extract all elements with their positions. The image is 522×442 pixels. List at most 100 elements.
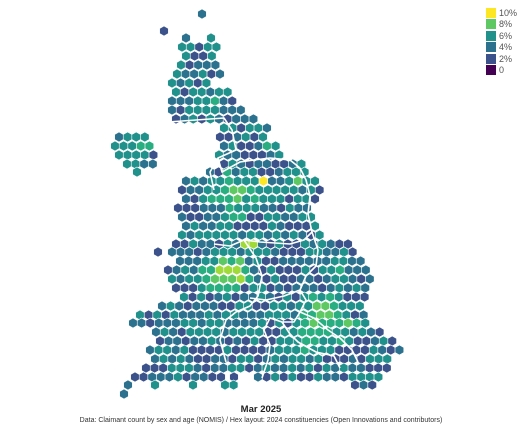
constituency-hex[interactable] [244,353,255,365]
constituency-hex[interactable] [237,326,247,338]
constituency-hex[interactable] [228,211,239,223]
constituency-hex[interactable] [189,50,200,62]
constituency-hex[interactable] [287,353,298,365]
constituency-hex[interactable] [293,220,303,232]
constituency-hex[interactable] [205,86,216,98]
constituency-hex[interactable] [220,379,230,391]
constituency-hex[interactable] [248,282,259,294]
constituency-hex[interactable] [249,335,260,347]
constituency-hex[interactable] [231,317,241,329]
constituency-hex[interactable] [280,184,290,196]
constituency-hex[interactable] [194,326,204,338]
constituency-hex[interactable] [206,68,217,80]
constituency-hex[interactable] [236,246,246,258]
constituency-hex[interactable] [224,335,234,347]
constituency-hex[interactable] [326,317,336,329]
constituency-hex[interactable] [325,291,335,303]
constituency-hex[interactable] [232,220,243,232]
constituency-hex[interactable] [355,300,365,312]
constituency-hex[interactable] [179,344,190,356]
constituency-hex[interactable] [313,273,323,285]
constituency-hex[interactable] [171,86,181,98]
constituency-hex[interactable] [231,113,241,125]
constituency-hex[interactable] [231,282,241,294]
constituency-hex[interactable] [244,362,254,374]
constituency-hex[interactable] [235,362,246,374]
constituency-hex[interactable] [325,344,336,356]
constituency-hex[interactable] [174,300,184,312]
constituency-hex[interactable] [227,362,237,374]
constituency-hex[interactable] [131,131,141,143]
constituency-hex[interactable] [172,335,182,347]
constituency-hex[interactable] [274,282,284,294]
constituency-hex[interactable] [214,282,224,294]
constituency-hex[interactable] [136,317,147,329]
constituency-hex[interactable] [310,193,320,205]
constituency-hex[interactable] [167,246,177,258]
constituency-hex[interactable] [330,273,341,285]
constituency-hex[interactable] [127,140,137,152]
constituency-hex[interactable] [287,246,298,258]
constituency-hex[interactable] [185,184,196,196]
constituency-hex[interactable] [138,371,149,383]
constituency-hex[interactable] [269,300,279,312]
constituency-hex[interactable] [329,300,339,312]
constituency-hex[interactable] [365,353,375,365]
constituency-hex[interactable] [318,264,328,276]
constituency-hex[interactable] [295,255,306,267]
constituency-hex[interactable] [177,229,187,241]
constituency-hex[interactable] [171,282,181,294]
constituency-hex[interactable] [205,282,216,294]
constituency-hex[interactable] [293,202,304,214]
constituency-hex[interactable] [184,362,194,374]
constituency-hex[interactable] [201,255,211,267]
constituency-hex[interactable] [373,371,384,383]
constituency-hex[interactable] [192,362,203,374]
constituency-hex[interactable] [153,344,164,356]
constituency-hex[interactable] [284,193,294,205]
constituency-hex[interactable] [283,264,294,276]
constituency-hex[interactable] [181,202,192,214]
constituency-hex[interactable] [330,371,341,383]
constituency-hex[interactable] [254,229,265,241]
constituency-hex[interactable] [241,131,251,143]
constituency-hex[interactable] [176,353,186,365]
constituency-hex[interactable] [310,335,320,347]
constituency-hex[interactable] [175,362,186,374]
constituency-hex[interactable] [218,246,229,258]
constituency-hex[interactable] [240,149,250,161]
constituency-hex[interactable] [296,353,306,365]
constituency-hex[interactable] [271,326,282,338]
constituency-hex[interactable] [239,291,249,303]
constituency-hex[interactable] [232,264,242,276]
constituency-hex[interactable] [165,300,176,312]
constituency-hex[interactable] [361,264,371,276]
constituency-hex[interactable] [262,122,272,134]
constituency-hex[interactable] [321,362,332,374]
constituency-hex[interactable] [211,326,221,338]
constituency-hex[interactable] [276,202,286,214]
constituency-hex[interactable] [184,104,194,116]
constituency-hex[interactable] [171,264,182,276]
constituency-hex[interactable] [153,246,163,258]
constituency-hex[interactable] [210,95,220,107]
constituency-hex[interactable] [339,273,349,285]
constituency-hex[interactable] [368,344,379,356]
constituency-hex[interactable] [296,371,306,383]
constituency-hex[interactable] [157,300,167,312]
constituency-hex[interactable] [211,211,222,223]
constituency-hex[interactable] [304,255,314,267]
constituency-hex[interactable] [171,317,181,329]
constituency-hex[interactable] [196,291,206,303]
constituency-hex[interactable] [254,211,265,223]
constituency-hex[interactable] [244,255,254,267]
constituency-hex[interactable] [271,211,282,223]
constituency-hex[interactable] [177,326,187,338]
constituency-hex[interactable] [347,362,358,374]
constituency-hex[interactable] [219,140,229,152]
constituency-hex[interactable] [175,104,186,116]
constituency-hex[interactable] [313,371,323,383]
constituency-hex[interactable] [184,77,194,89]
constituency-hex[interactable] [175,77,186,89]
constituency-hex[interactable] [214,264,225,276]
